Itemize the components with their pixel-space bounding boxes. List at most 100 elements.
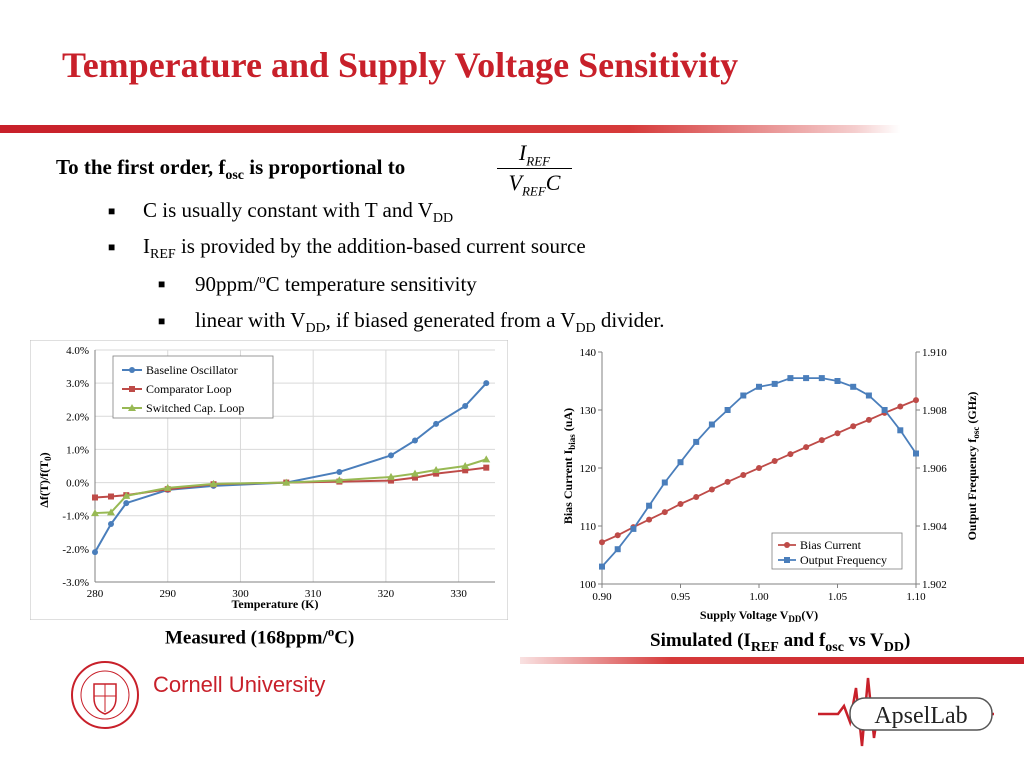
bullet-marker: ■	[108, 240, 116, 254]
data-point	[897, 427, 904, 434]
x-tick-label: 1.05	[828, 591, 848, 603]
data-point	[388, 477, 394, 484]
data-point	[411, 469, 419, 477]
y-tick-label: 140	[580, 347, 597, 359]
caption-simulated: Simulated (IREF and fosc vs VDD)	[650, 630, 911, 655]
y2-tick-label: 1.902	[922, 579, 947, 591]
data-point	[91, 509, 99, 517]
y-tick-label: 120	[580, 463, 597, 475]
data-point	[756, 465, 762, 471]
data-point	[708, 486, 715, 493]
y2-tick-label: 1.906	[922, 463, 947, 475]
measured-temperature-chart: -3.0% -2.0% -1.0% 0.0% 1.0% 2.0% 3.0% 4.0% 280 29…	[30, 340, 508, 620]
apsellab-logo: ApselLab	[818, 677, 994, 747]
y-tick-label: -3.0%	[62, 577, 89, 589]
formula-denominator: VREFC	[508, 170, 561, 199]
subbullet-item-2: linear with VDD, if biased generated fro…	[195, 308, 665, 337]
proportionality-formula: IREF VREFC	[497, 140, 572, 199]
bullet-item-1: C is usually constant with T and VDD	[143, 198, 454, 227]
x-tick-label: 290	[159, 588, 176, 600]
data-point	[282, 478, 291, 486]
data-point	[787, 375, 794, 382]
data-point	[818, 375, 825, 382]
legend-box	[771, 532, 903, 570]
data-point	[483, 464, 490, 471]
data-point	[771, 458, 778, 465]
x-tick-label: 1.10	[906, 591, 926, 603]
legend-label: Output Frequency	[800, 553, 887, 567]
data-point	[850, 383, 857, 390]
data-point	[724, 407, 731, 413]
x-tick-label: 330	[450, 588, 467, 600]
simulated-voltage-chart: 100 110 120 130 140 1.902 1.904 1.906 1.908 1.910…	[562, 347, 981, 624]
data-point	[913, 397, 919, 404]
data-point	[108, 521, 114, 527]
data-point	[756, 383, 762, 390]
svg-text:ApselLab: ApselLab	[874, 703, 967, 729]
x-tick-label: 1.00	[749, 591, 769, 603]
data-point	[163, 483, 172, 491]
y2-axis-label: Output Frequency fosc (GHz)	[965, 392, 981, 541]
data-point	[803, 375, 810, 382]
data-point	[336, 468, 343, 475]
data-point	[630, 525, 637, 532]
legend-marker	[784, 542, 790, 548]
x-tick-label: 0.90	[592, 591, 612, 603]
lead-statement: To the first order, fosc is proportional…	[56, 155, 406, 184]
x-axis-label: Supply Voltage VDD(V)	[700, 608, 818, 624]
y-tick-label: 110	[580, 521, 597, 533]
y-tick-label: -2.0%	[62, 544, 89, 556]
data-point	[661, 509, 668, 516]
y-axis-label: Δf(T)/f(T0)	[37, 452, 53, 507]
bottom-divider	[520, 657, 1024, 664]
x-tick-label: 0.95	[671, 591, 691, 603]
data-point	[740, 471, 747, 478]
cornell-seal-icon	[71, 661, 139, 729]
subbullet-marker: ■	[158, 277, 166, 291]
caption-measured: Measured (168ppm/oC)	[165, 624, 355, 649]
y-tick-label: 1.0%	[66, 444, 89, 456]
chart-legend: Baseline Oscillator Comparator Loop Switch…	[112, 355, 274, 419]
data-point	[803, 444, 810, 451]
y2-tick-label: 1.910	[922, 347, 947, 359]
legend-marker	[129, 386, 135, 392]
cornell-university-logo: Cornell University	[153, 672, 326, 697]
data-point	[122, 491, 131, 499]
y-axis-label: Bias Current Ibias (uA)	[562, 408, 577, 524]
legend-marker	[129, 367, 135, 373]
data-point	[693, 494, 700, 500]
data-point	[897, 403, 904, 410]
data-point	[461, 462, 470, 469]
legend-label: Bias Current	[800, 538, 862, 552]
y2-tick-label: 1.908	[922, 405, 947, 417]
data-point	[482, 455, 491, 463]
subbullet-item-1: 90ppm/oC temperature sensitivity	[195, 271, 477, 296]
data-point	[646, 502, 653, 509]
y2-tick-label: 1.904	[922, 521, 947, 533]
series-line-0	[94, 382, 488, 553]
data-point	[388, 452, 394, 459]
subbullet-marker: ■	[158, 314, 166, 328]
data-point	[599, 539, 605, 546]
data-point	[107, 508, 115, 516]
legend-marker	[128, 404, 136, 411]
data-point	[387, 472, 395, 480]
x-tick-label: 320	[378, 588, 395, 600]
data-point	[462, 467, 469, 474]
data-point	[614, 546, 621, 553]
top-divider	[0, 125, 900, 133]
data-point	[335, 476, 344, 484]
y-tick-label: 3.0%	[66, 378, 89, 390]
data-point	[913, 450, 919, 457]
data-point	[724, 478, 731, 485]
data-point	[92, 549, 98, 556]
x-tick-label: 300	[232, 588, 249, 600]
data-point	[433, 470, 440, 477]
x-tick-label: 280	[87, 588, 104, 600]
data-point	[209, 479, 218, 487]
data-point	[771, 380, 778, 387]
data-point	[92, 494, 98, 501]
data-point	[614, 532, 621, 539]
data-point	[708, 421, 715, 428]
bullet-item-2: IREF is provided by the addition-based c…	[143, 234, 586, 263]
